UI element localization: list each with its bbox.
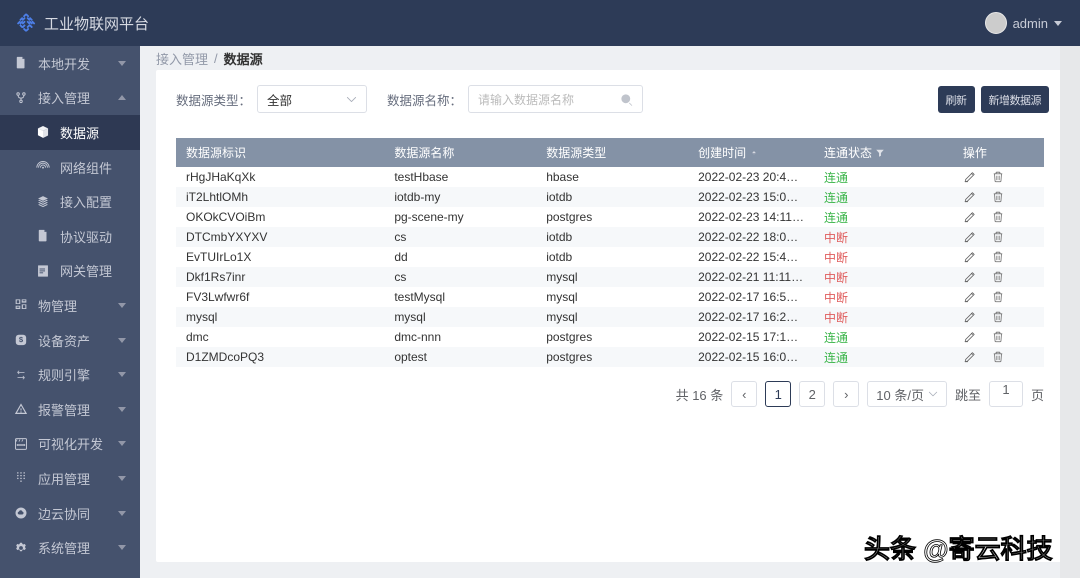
svg-text:$: $ (19, 335, 24, 344)
